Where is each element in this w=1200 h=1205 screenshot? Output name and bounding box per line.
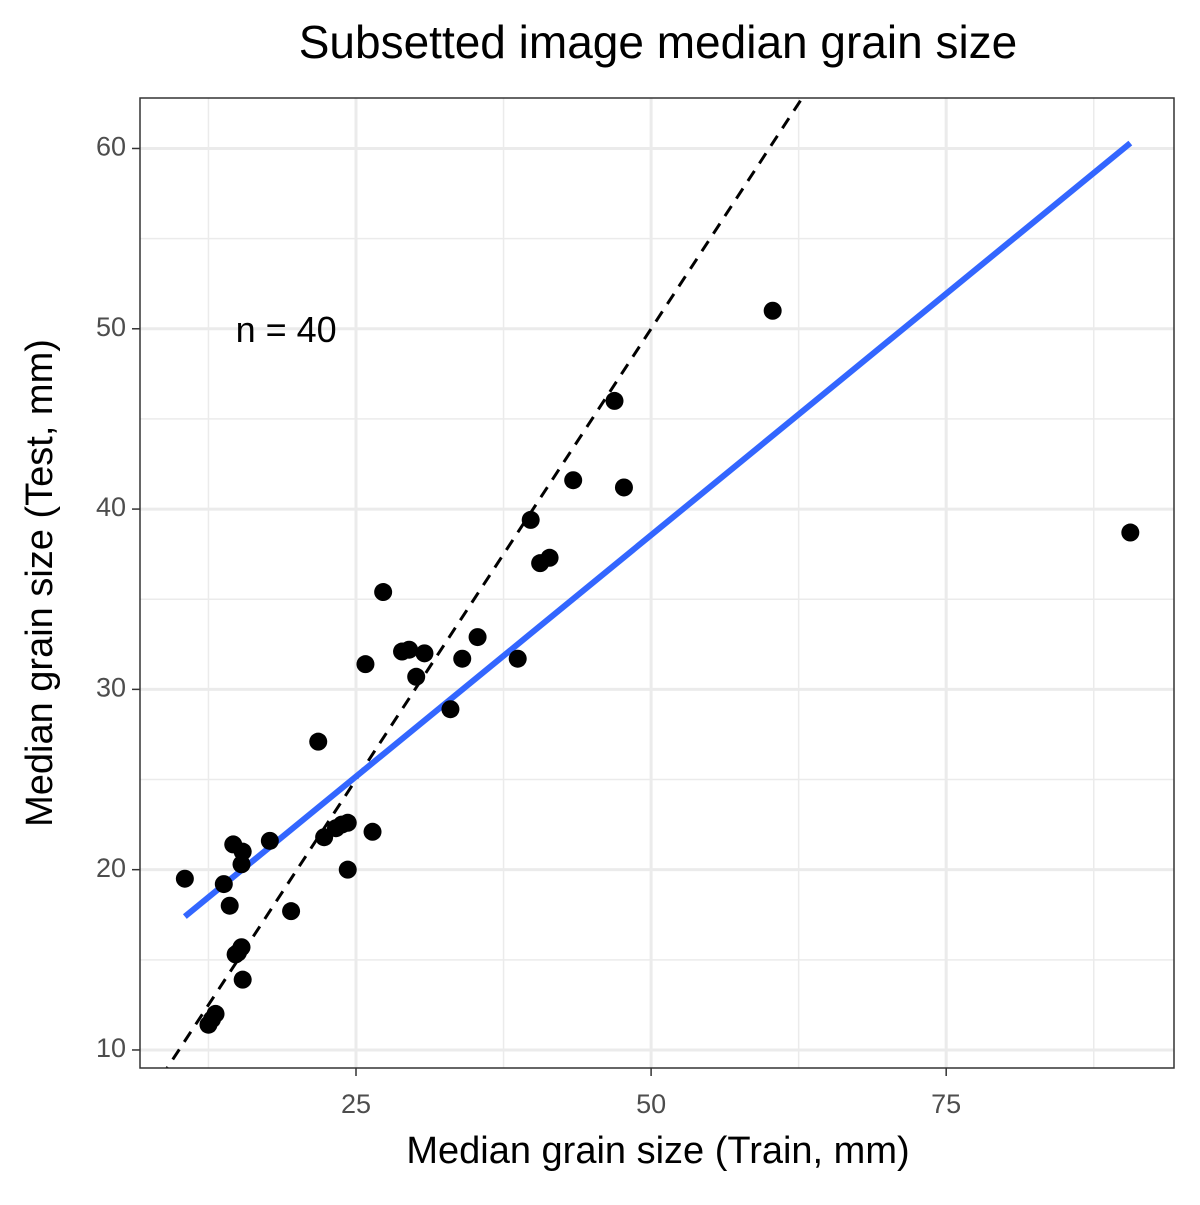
plot-area (165, 98, 1140, 1068)
x-tick-label: 75 (931, 1089, 961, 1119)
annotation: n = 40 (236, 309, 337, 350)
y-tick-label: 10 (96, 1033, 126, 1063)
y-tick-label: 30 (96, 673, 126, 703)
point (407, 667, 426, 686)
grid (140, 98, 1174, 1068)
y-tick-label: 40 (96, 492, 126, 522)
point (614, 478, 633, 497)
y-tick-label: 60 (96, 132, 126, 162)
point (564, 471, 583, 490)
point (175, 869, 194, 888)
point (282, 902, 301, 921)
y-tick-label: 50 (96, 312, 126, 342)
point (468, 628, 487, 647)
point (540, 548, 559, 567)
point (508, 649, 527, 668)
point (309, 732, 328, 751)
reference-line (165, 98, 804, 1068)
point (260, 831, 279, 850)
point (356, 655, 375, 674)
point (206, 1004, 225, 1023)
point (400, 640, 419, 659)
axes: 25 50 75 10 20 30 40 50 60 (96, 132, 961, 1120)
point (453, 649, 472, 668)
chart-title: Subsetted image median grain size (299, 16, 1018, 68)
x-tick-label: 25 (341, 1089, 371, 1119)
point (415, 644, 434, 663)
point (1121, 523, 1140, 542)
point (763, 301, 782, 320)
fit-line (182, 140, 1133, 919)
point (214, 875, 233, 894)
point (220, 896, 239, 915)
point (232, 938, 251, 957)
point (338, 860, 357, 879)
point (605, 391, 624, 410)
x-tick-label: 50 (636, 1089, 666, 1119)
point (338, 813, 357, 832)
y-tick-label: 20 (96, 853, 126, 883)
point (233, 970, 252, 989)
point (363, 822, 382, 841)
panel-border (139, 97, 1175, 1069)
x-axis-label: Median grain size (Train, mm) (406, 1130, 909, 1172)
point (233, 842, 252, 861)
y-axis-label: Median grain size (Test, mm) (19, 339, 61, 827)
point (521, 510, 540, 529)
point (441, 700, 460, 719)
point (374, 583, 393, 602)
